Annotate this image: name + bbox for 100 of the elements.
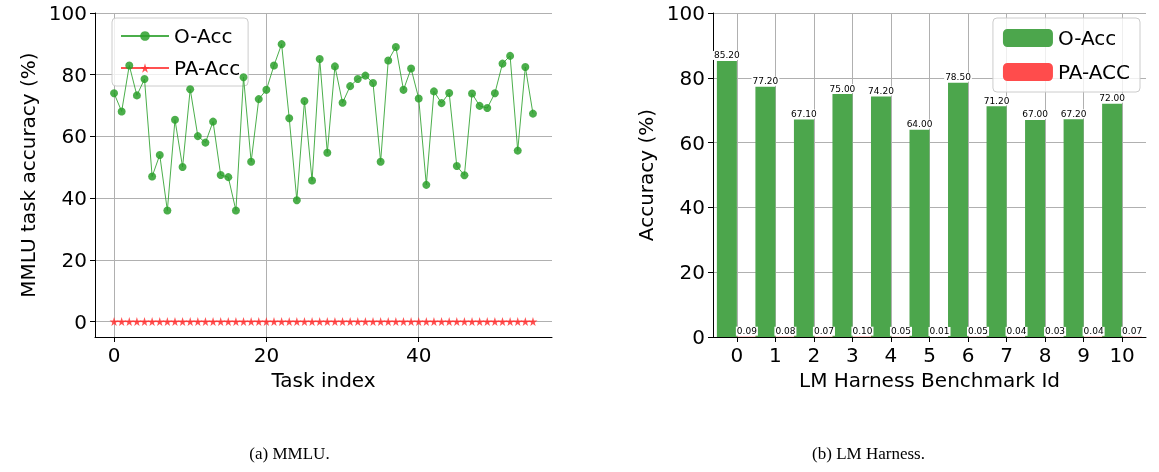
point xyxy=(528,109,537,118)
bar xyxy=(870,96,891,337)
point xyxy=(261,317,271,327)
point xyxy=(498,59,507,68)
y-tick-label: 20 xyxy=(61,247,87,272)
point xyxy=(162,317,172,327)
point xyxy=(322,317,332,327)
bar xyxy=(716,60,737,337)
data-label: 72.00 xyxy=(1099,93,1126,104)
data-label: 75.00 xyxy=(829,83,856,94)
x-axis-title: LM Harness Benchmark Id xyxy=(799,367,1060,392)
point xyxy=(170,115,179,124)
y-tick-label: 60 xyxy=(679,130,705,155)
text: (a) MMLU. xyxy=(249,444,330,463)
data-label: 67.10 xyxy=(791,109,818,120)
y-axis-title: Accuracy (%) xyxy=(633,108,658,242)
point xyxy=(186,85,195,94)
point xyxy=(429,87,438,96)
point xyxy=(391,42,400,51)
data-label: 74.20 xyxy=(868,86,895,97)
data-label: 78.50 xyxy=(945,72,972,83)
point xyxy=(132,91,141,100)
point xyxy=(216,317,226,327)
bar xyxy=(986,106,1007,337)
y-tick-label: 100 xyxy=(48,1,87,25)
point xyxy=(201,138,210,147)
y-tick-label: 40 xyxy=(61,186,87,211)
x-tick-label: 20 xyxy=(253,343,280,367)
x-tick-label: 9 xyxy=(1077,343,1090,367)
bar xyxy=(1063,119,1084,337)
point xyxy=(299,317,309,327)
point xyxy=(399,85,408,94)
point xyxy=(338,98,347,107)
x-tick-label: 6 xyxy=(961,343,975,367)
y-tick-label: 100 xyxy=(666,1,705,25)
legend-label: O-Acc xyxy=(1057,26,1117,50)
point xyxy=(117,107,126,116)
data-label: 0.05 xyxy=(968,326,989,337)
point xyxy=(300,96,309,105)
x-tick-label: 2 xyxy=(807,343,821,367)
x-tick-label: 40 xyxy=(405,343,432,367)
point xyxy=(125,61,134,70)
point xyxy=(460,171,469,180)
point xyxy=(346,82,355,91)
bar xyxy=(948,82,969,337)
bar xyxy=(832,94,853,337)
point xyxy=(369,79,378,88)
point xyxy=(376,157,385,166)
point xyxy=(490,89,499,98)
data-label: 0.10 xyxy=(852,326,873,337)
x-tick-label: 0 xyxy=(107,343,121,367)
data-label: 0.07 xyxy=(813,326,834,337)
text: (b) LM Harness. xyxy=(812,444,925,463)
y-axis-title: MMLU task accuracy (%) xyxy=(15,52,40,298)
data-label: 0.04 xyxy=(1083,326,1104,337)
y-tick-label: 80 xyxy=(61,62,87,87)
x-tick-label: 10 xyxy=(1109,343,1135,367)
point xyxy=(178,162,187,171)
data-label: 0.08 xyxy=(775,326,796,337)
point xyxy=(117,317,127,327)
data-label: 71.20 xyxy=(983,95,1010,106)
bar xyxy=(909,129,930,337)
point xyxy=(193,132,202,141)
point xyxy=(506,51,515,60)
point xyxy=(353,75,362,84)
data-label: 85.20 xyxy=(714,50,741,61)
point xyxy=(140,317,150,327)
point xyxy=(360,317,370,327)
point xyxy=(148,172,157,181)
point xyxy=(520,317,530,327)
data-label: 0.07 xyxy=(1122,326,1143,337)
point xyxy=(308,176,317,185)
point xyxy=(209,117,218,126)
point xyxy=(285,114,294,123)
point xyxy=(323,148,332,157)
point xyxy=(277,317,287,327)
point xyxy=(231,206,240,215)
point xyxy=(483,104,492,113)
point xyxy=(155,317,165,327)
legend-label: PA-Acc xyxy=(174,56,241,80)
point xyxy=(384,56,393,65)
data-label: 77.20 xyxy=(752,76,779,87)
y-tick-label: 0 xyxy=(692,325,705,349)
point xyxy=(376,317,386,327)
point xyxy=(422,180,431,189)
point xyxy=(421,317,431,327)
point xyxy=(200,317,210,327)
data-label: 64.00 xyxy=(906,119,933,130)
point xyxy=(437,99,446,108)
point xyxy=(254,95,263,104)
y-tick-label: 80 xyxy=(679,65,705,90)
point xyxy=(292,196,301,205)
point xyxy=(452,162,461,171)
point xyxy=(513,317,523,327)
point xyxy=(414,317,424,327)
data-label: 0.05 xyxy=(890,326,911,337)
point xyxy=(361,71,370,80)
x-tick-label: 5 xyxy=(923,343,936,367)
bar xyxy=(1025,119,1046,337)
point xyxy=(178,317,188,327)
